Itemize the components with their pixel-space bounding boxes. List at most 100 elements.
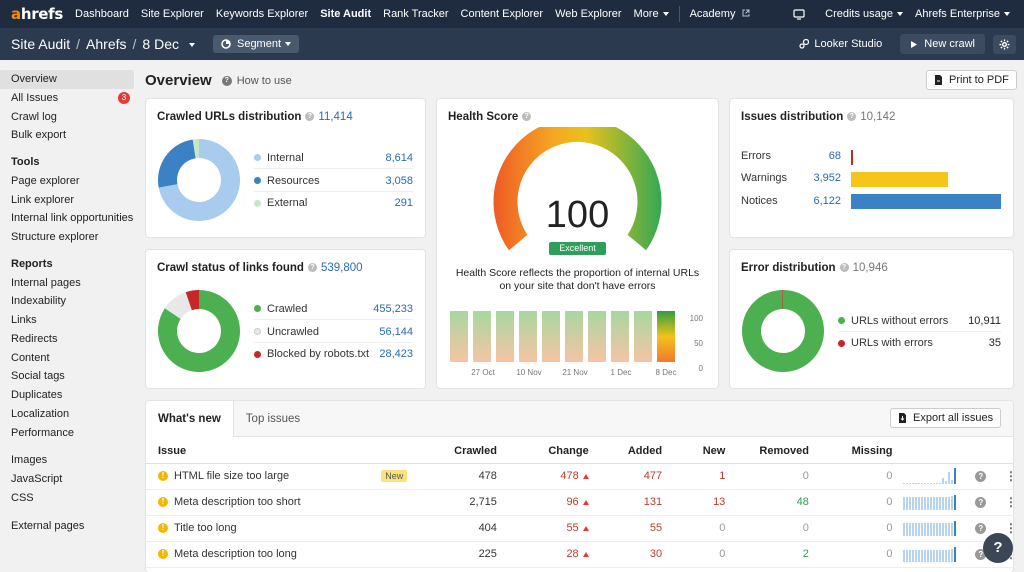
- col-removed[interactable]: Removed: [733, 439, 817, 464]
- tab-whats-new[interactable]: What's new: [146, 401, 234, 437]
- help-icon[interactable]: ?: [975, 549, 987, 560]
- print-to-pdf-button[interactable]: Print to PDF: [926, 70, 1017, 90]
- sidebar-item-localization[interactable]: Localization: [11, 407, 70, 420]
- crawled-value[interactable]: 225: [421, 541, 505, 568]
- missing-value[interactable]: 0: [816, 515, 901, 542]
- donut-slice-with-errors[interactable]: [782, 290, 783, 310]
- account-menu[interactable]: Ahrefs Enterprise: [909, 8, 1016, 20]
- removed-value[interactable]: 0: [733, 463, 817, 490]
- missing-value[interactable]: 0: [816, 489, 901, 516]
- table-row[interactable]: ! Meta description too long 225 28 30 0 2…: [146, 541, 1013, 568]
- breadcrumb-site-audit[interactable]: Site Audit: [11, 36, 71, 52]
- more-options-icon[interactable]: ⋮: [1005, 521, 1013, 535]
- col-issue[interactable]: Issue: [146, 439, 422, 464]
- col-missing[interactable]: Missing: [816, 439, 901, 464]
- help-chat-button[interactable]: ?: [983, 533, 1013, 563]
- nav-keywords-explorer[interactable]: Keywords Explorer: [215, 8, 309, 20]
- help-icon[interactable]: ?: [221, 75, 232, 86]
- donut-slice-internal[interactable]: [158, 139, 240, 221]
- sidebar-item-content[interactable]: Content: [11, 351, 50, 364]
- health-history-bar[interactable]: [496, 311, 514, 362]
- notices-row[interactable]: Notices 6,122: [741, 195, 841, 207]
- nav-site-audit[interactable]: Site Audit: [320, 8, 372, 20]
- device-icon[interactable]: [793, 8, 805, 20]
- sidebar-item-page-explorer[interactable]: Page explorer: [11, 174, 80, 187]
- nav-more[interactable]: More: [628, 8, 675, 20]
- errors-row[interactable]: Errors 68: [741, 150, 841, 162]
- legend-row-blocked[interactable]: Blocked by robots.txt 28,423: [254, 343, 413, 365]
- health-history-bar[interactable]: [611, 311, 629, 362]
- col-change[interactable]: Change: [504, 439, 597, 464]
- donut-slice-external[interactable]: [192, 139, 199, 159]
- sidebar-item-bulk-export[interactable]: Bulk export: [11, 129, 67, 142]
- issue-name[interactable]: Meta description too short: [174, 496, 301, 508]
- crawled-value[interactable]: 478: [421, 463, 505, 490]
- breadcrumb-project[interactable]: Ahrefs: [86, 36, 127, 52]
- sidebar-item-css[interactable]: CSS: [11, 491, 34, 504]
- crawled-value[interactable]: 404: [421, 515, 505, 542]
- health-history-bar[interactable]: [473, 311, 491, 362]
- help-icon[interactable]: ?: [975, 523, 987, 534]
- credits-usage-menu[interactable]: Credits usage: [819, 8, 909, 20]
- sidebar-item-redirects[interactable]: Redirects: [11, 332, 58, 345]
- new-value[interactable]: 13: [670, 489, 734, 516]
- col-added[interactable]: Added: [596, 439, 671, 464]
- sidebar-item-all-issues[interactable]: All Issues 3: [0, 89, 140, 108]
- warnings-bar[interactable]: [851, 172, 948, 187]
- removed-value[interactable]: 48: [733, 489, 817, 516]
- health-history-bar[interactable]: [450, 311, 468, 362]
- added-value[interactable]: 55: [596, 515, 671, 542]
- sidebar-item-images[interactable]: Images: [11, 454, 48, 467]
- nav-rank-tracker[interactable]: Rank Tracker: [383, 8, 449, 20]
- sidebar-item-crawl-log[interactable]: Crawl log: [11, 110, 57, 123]
- links-total[interactable]: 539,800: [320, 262, 363, 274]
- segment-button[interactable]: Segment: [212, 35, 300, 53]
- legend-row-without-errors[interactable]: URLs without errors 10,911: [838, 310, 1001, 332]
- health-history-bar[interactable]: [565, 311, 583, 362]
- health-history-bar[interactable]: [588, 311, 606, 362]
- issue-name[interactable]: Title too long: [174, 522, 237, 534]
- info-icon[interactable]: ?: [307, 263, 317, 273]
- how-to-use-link[interactable]: How to use: [236, 74, 292, 87]
- info-icon[interactable]: ?: [839, 263, 849, 273]
- sidebar-item-overview[interactable]: Overview: [0, 70, 134, 89]
- new-value[interactable]: 1: [670, 463, 734, 490]
- info-icon[interactable]: ?: [305, 112, 315, 122]
- health-history-bar[interactable]: [634, 311, 652, 362]
- table-row[interactable]: ! Meta description too short 2,715 96 131…: [146, 489, 1013, 516]
- sidebar-item-social-tags[interactable]: Social tags: [11, 370, 65, 383]
- legend-row-with-errors[interactable]: URLs with errors 35: [838, 332, 1001, 354]
- errors-bar[interactable]: [851, 150, 853, 165]
- help-icon[interactable]: ?: [975, 497, 987, 508]
- removed-value[interactable]: 2: [733, 541, 817, 568]
- donut-slice-resources[interactable]: [158, 139, 196, 188]
- sidebar-item-link-explorer[interactable]: Link explorer: [11, 193, 74, 206]
- issue-name[interactable]: Meta description too long: [174, 548, 297, 560]
- nav-content-explorer[interactable]: Content Explorer: [460, 8, 544, 20]
- legend-row-crawled[interactable]: Crawled 455,233: [254, 298, 413, 320]
- nav-academy[interactable]: Academy: [684, 8, 756, 20]
- donut-slice-without-errors[interactable]: [741, 290, 824, 372]
- new-crawl-button[interactable]: New crawl: [900, 34, 985, 54]
- added-value[interactable]: 30: [596, 541, 671, 568]
- health-history-bar[interactable]: [519, 311, 537, 362]
- missing-value[interactable]: 0: [816, 463, 901, 490]
- more-options-icon[interactable]: ⋮: [1005, 495, 1013, 509]
- sidebar-item-performance[interactable]: Performance: [11, 426, 74, 439]
- sidebar-item-internal-link-opportunities[interactable]: Internal link opportunities: [11, 212, 134, 225]
- notices-bar[interactable]: [851, 194, 1001, 209]
- new-value[interactable]: 0: [670, 541, 734, 568]
- looker-studio-button[interactable]: Looker Studio: [789, 34, 892, 54]
- nav-dashboard[interactable]: Dashboard: [75, 8, 129, 20]
- info-icon[interactable]: ?: [522, 112, 532, 122]
- sidebar-item-indexability[interactable]: Indexability: [11, 295, 67, 308]
- more-options-icon[interactable]: ⋮: [1005, 469, 1013, 483]
- col-new[interactable]: New: [670, 439, 734, 464]
- table-row[interactable]: ! Title too long 404 55 55 0 0 0 ? ⋮: [146, 515, 1013, 542]
- legend-row-uncrawled[interactable]: Uncrawled 56,144: [254, 321, 413, 343]
- legend-row-external[interactable]: External 291: [254, 192, 413, 214]
- settings-button[interactable]: [993, 34, 1016, 54]
- added-value[interactable]: 477: [596, 463, 671, 490]
- sidebar-item-links[interactable]: Links: [11, 314, 37, 326]
- table-row[interactable]: ! HTML file size too large New 478 478 477…: [146, 463, 1013, 490]
